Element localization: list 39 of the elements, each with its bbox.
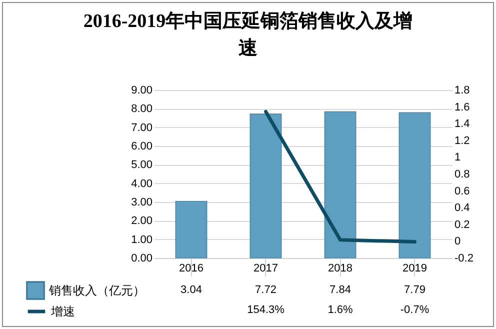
data-label: -0.7% xyxy=(400,304,430,316)
y-tick-label: 8.00 xyxy=(131,103,152,116)
y-tick-label: 0.00 xyxy=(131,252,152,264)
y2-tick-label: 1.2 xyxy=(454,134,470,147)
y2-tick-label: 1.8 xyxy=(454,84,470,96)
data-label: 3.04 xyxy=(180,284,202,296)
y2-tick-label: -0.2 xyxy=(454,252,474,264)
bar xyxy=(250,114,282,258)
x-tick-label: 2019 xyxy=(402,262,427,274)
y2-tick-label: 1.6 xyxy=(454,101,470,114)
chart-title: 2016-2019年中国压延铜箔销售收入及增速 xyxy=(82,10,414,61)
y2-tick-label: 1 xyxy=(454,152,461,164)
data-label: 154.3% xyxy=(247,304,285,316)
x-tick-label: 2018 xyxy=(328,262,352,274)
data-label: 1.6% xyxy=(328,304,353,316)
legend-label: 销售收入（亿元） xyxy=(48,284,145,298)
y2-tick-label: 0.2 xyxy=(454,218,470,231)
y-tick-label: 9.00 xyxy=(131,84,152,96)
y-tick-label: 3.00 xyxy=(131,196,152,208)
bar xyxy=(175,200,208,258)
data-label: 7.79 xyxy=(404,284,426,296)
y2-tick-label: 0.4 xyxy=(454,202,470,214)
y2-tick-label: 0.6 xyxy=(454,185,470,198)
y-tick-label: 5.00 xyxy=(131,159,152,172)
bar xyxy=(324,111,356,258)
y2-tick-label: 0.8 xyxy=(454,168,470,180)
x-tick-label: 2016 xyxy=(179,262,204,274)
data-label: 7.84 xyxy=(330,284,351,296)
y-tick-label: 1.00 xyxy=(131,234,152,246)
y-tick-label: 7.00 xyxy=(131,122,152,134)
y2-tick-label: 1.4 xyxy=(454,118,470,130)
y2-tick-label: 0 xyxy=(454,236,461,248)
y-tick-label: 4.00 xyxy=(131,178,152,190)
y-tick-label: 2.00 xyxy=(131,215,152,228)
data-label: 7.72 xyxy=(255,284,276,296)
x-tick-label: 2017 xyxy=(254,262,278,274)
y-tick-label: 6.00 xyxy=(131,140,152,152)
legend-label: 增速 xyxy=(50,304,75,318)
bar xyxy=(398,112,431,258)
